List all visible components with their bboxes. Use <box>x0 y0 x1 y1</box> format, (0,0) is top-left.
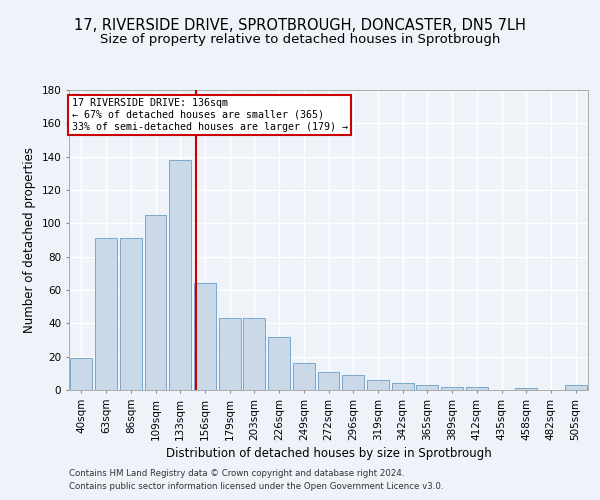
Bar <box>169 160 191 390</box>
Bar <box>293 364 314 390</box>
Bar <box>416 385 438 390</box>
Text: 17 RIVERSIDE DRIVE: 136sqm
← 67% of detached houses are smaller (365)
33% of sem: 17 RIVERSIDE DRIVE: 136sqm ← 67% of deta… <box>72 98 348 132</box>
Bar <box>120 238 142 390</box>
Bar <box>70 358 92 390</box>
Text: Contains public sector information licensed under the Open Government Licence v3: Contains public sector information licen… <box>69 482 443 491</box>
Text: Size of property relative to detached houses in Sprotbrough: Size of property relative to detached ho… <box>100 32 500 46</box>
Bar <box>317 372 340 390</box>
Bar <box>194 284 216 390</box>
Text: Contains HM Land Registry data © Crown copyright and database right 2024.: Contains HM Land Registry data © Crown c… <box>69 468 404 477</box>
Bar <box>268 336 290 390</box>
Bar <box>244 318 265 390</box>
Bar <box>441 386 463 390</box>
Bar <box>367 380 389 390</box>
Text: 17, RIVERSIDE DRIVE, SPROTBROUGH, DONCASTER, DN5 7LH: 17, RIVERSIDE DRIVE, SPROTBROUGH, DONCAS… <box>74 18 526 32</box>
Bar <box>95 238 117 390</box>
Bar <box>392 384 413 390</box>
Bar <box>565 385 587 390</box>
Bar <box>145 215 166 390</box>
Bar <box>343 375 364 390</box>
Bar <box>219 318 241 390</box>
Y-axis label: Number of detached properties: Number of detached properties <box>23 147 36 333</box>
X-axis label: Distribution of detached houses by size in Sprotbrough: Distribution of detached houses by size … <box>166 446 491 460</box>
Bar <box>515 388 537 390</box>
Bar <box>466 386 488 390</box>
